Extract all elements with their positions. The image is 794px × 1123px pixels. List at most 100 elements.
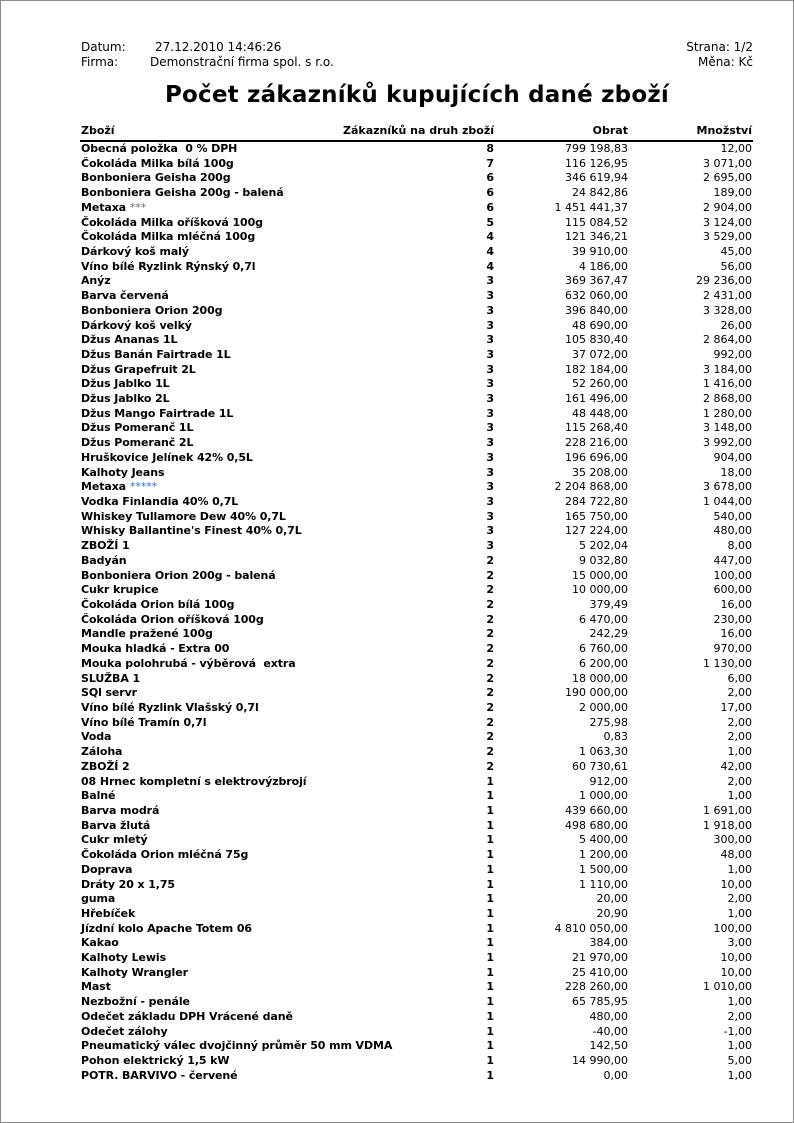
item-name: Džus Ananas 1L xyxy=(81,333,178,347)
rating-stars: *** xyxy=(130,200,147,214)
customer-count: 1 xyxy=(486,833,494,847)
turnover: 284 722,80 xyxy=(565,495,628,509)
item-name: Mast xyxy=(81,980,111,994)
table-row: Pneumatický válec dvojčinný průměr 50 mm… xyxy=(0,1039,794,1054)
turnover: 121 346,21 xyxy=(565,230,628,244)
table-row: Obecná položka 0 % DPH 8 799 198,83 12,00 xyxy=(0,142,794,157)
item-name-cell: Džus Jablko 2L xyxy=(81,392,170,406)
customer-count: 6 xyxy=(486,200,494,214)
turnover: 228 260,00 xyxy=(565,980,628,994)
turnover: 35 208,00 xyxy=(572,465,628,479)
turnover: 48 448,00 xyxy=(572,406,628,420)
table-row: Bonboniera Orion 200g - balená 2 15 000,00… xyxy=(0,569,794,584)
customer-count: 3 xyxy=(486,480,494,494)
customer-count: 1 xyxy=(486,774,494,788)
item-name-cell: Čokoláda Orion mléčná 75g xyxy=(81,848,248,862)
turnover: 632 060,00 xyxy=(565,289,628,303)
table-row: Čokoláda Milka mléčná 100g 4 121 346,21 3 5… xyxy=(0,230,794,245)
item-name-cell: Mast xyxy=(81,980,111,994)
item-name: Čokoláda Milka bílá 100g xyxy=(81,156,234,170)
item-name-cell: Džus Jablko 1L xyxy=(81,377,170,391)
item-name-cell: Cukr mletý xyxy=(81,833,148,847)
quantity: 1,00 xyxy=(727,1039,753,1053)
turnover: 384,00 xyxy=(589,936,629,950)
item-name: Kalhoty Lewis xyxy=(81,951,167,965)
turnover: 127 224,00 xyxy=(565,524,628,538)
column-header-quantity: Množství xyxy=(696,124,752,137)
table-row: ZBOŽÍ 1 3 5 202,04 8,00 xyxy=(0,539,794,554)
item-name: Pneumatický válec dvojčinný průměr 50 mm… xyxy=(81,1039,393,1053)
item-name: Voda xyxy=(81,730,112,744)
turnover: 2 000,00 xyxy=(579,700,628,714)
customer-count: 4 xyxy=(486,230,494,244)
quantity: 300,00 xyxy=(713,833,753,847)
item-name-cell: Dárkový koš velký xyxy=(81,319,192,333)
quantity: 1,00 xyxy=(727,789,753,803)
page-number: Strana: 1/2 xyxy=(686,40,753,54)
item-name: SLUŽBA 1 xyxy=(81,671,141,685)
customer-count: 2 xyxy=(486,745,494,759)
customer-count: 2 xyxy=(486,700,494,714)
table-row: Víno bílé Tramín 0,7l 2 275,98 2,00 xyxy=(0,716,794,731)
item-name-cell: Barva červená xyxy=(81,289,169,303)
table-row: Džus Pomeranč 2L 3 228 216,00 3 992,00 xyxy=(0,436,794,451)
item-name-cell: Badyán xyxy=(81,554,127,568)
customer-count: 2 xyxy=(486,598,494,611)
table-row: Čokoláda Orion bílá 100g 2 379,49 16,00 xyxy=(0,598,794,613)
table-row: Džus Ananas 1L 3 105 830,40 2 864,00 xyxy=(0,333,794,348)
quantity: 1 691,00 xyxy=(703,803,752,817)
table-row: Džus Jablko 1L 3 52 260,00 1 416,00 xyxy=(0,377,794,392)
item-name: Víno bílé Tramín 0,7l xyxy=(81,715,207,729)
turnover: 1 200,00 xyxy=(579,848,628,862)
item-name-cell: Čokoláda Milka oříšková 100g xyxy=(81,216,263,230)
item-name: Čokoláda Milka mléčná 100g xyxy=(81,230,256,244)
customer-count: 1 xyxy=(486,951,494,965)
item-name: Cukr mletý xyxy=(81,833,148,847)
item-name-cell: Barva modrá xyxy=(81,804,159,818)
table-row: Cukr krupice 2 10 000,00 600,00 xyxy=(0,583,794,598)
currency: Měna: Kč xyxy=(697,55,753,69)
customer-count: 1 xyxy=(486,862,494,876)
customer-count: 1 xyxy=(486,1039,494,1053)
table-row: Whisky Ballantine's Finest 40% 0,7L 3 127 … xyxy=(0,524,794,539)
table-row: Čokoláda Orion mléčná 75g 1 1 200,00 48,00 xyxy=(0,848,794,863)
table-row: Kalhoty Wrangler 1 25 410,00 10,00 xyxy=(0,966,794,981)
quantity: 16,00 xyxy=(720,598,753,611)
table-row: POTR. BARVIVO - červené 1 0,00 1,00 xyxy=(0,1069,794,1084)
customer-count: 3 xyxy=(486,347,494,361)
quantity: 2,00 xyxy=(727,892,753,906)
item-name: Džus Jablko 1L xyxy=(81,377,170,391)
item-name: Badyán xyxy=(81,553,127,567)
item-name: Víno bílé Ryzlink Vlašský 0,7l xyxy=(81,700,259,714)
item-name: Barva modrá xyxy=(81,803,160,817)
quantity: 29 236,00 xyxy=(696,274,752,288)
quantity: 12,00 xyxy=(720,142,753,155)
item-name: Víno bílé Ryzlink Rýnský 0,7l xyxy=(81,259,256,273)
item-name-cell: Anýz xyxy=(81,274,111,288)
turnover: 18 000,00 xyxy=(572,671,628,685)
turnover: 1 500,00 xyxy=(579,862,628,876)
turnover: 1 451 441,37 xyxy=(554,200,628,214)
item-name: Anýz xyxy=(81,274,111,288)
table-row: Čokoláda Milka oříšková 100g 5 115 084,52 3… xyxy=(0,216,794,231)
item-name: SQl servr xyxy=(81,686,138,700)
table-row: Metaxa ***** 3 2 204 868,00 3 678,00 xyxy=(0,480,794,495)
item-name-cell: Džus Mango Fairtrade 1L xyxy=(81,407,233,421)
column-header-turnover: Obrat xyxy=(592,124,628,137)
item-name-cell: Džus Banán Fairtrade 1L xyxy=(81,348,231,362)
turnover: 15 000,00 xyxy=(572,568,628,582)
company-label: Firma: xyxy=(81,55,119,69)
table-row: Mandle pražené 100g 2 242,29 16,00 xyxy=(0,627,794,642)
turnover: 0,00 xyxy=(603,1068,629,1082)
quantity: 2,00 xyxy=(727,715,753,729)
item-name: Balné xyxy=(81,789,116,803)
quantity: 2 431,00 xyxy=(703,289,752,303)
turnover: 1 063,30 xyxy=(579,745,628,759)
quantity: 3 148,00 xyxy=(703,421,752,435)
item-name-cell: 08 Hrnec kompletní s elektrovýzbrojí xyxy=(81,775,307,789)
customer-count: 1 xyxy=(486,1009,494,1023)
table-row: Džus Jablko 2L 3 161 496,00 2 868,00 xyxy=(0,392,794,407)
table-row: Hřebíček 1 20,90 1,00 xyxy=(0,907,794,922)
item-name-cell: Odečet základu DPH Vrácené daně xyxy=(81,1010,293,1024)
item-name: Džus Grapefruit 2L xyxy=(81,362,196,376)
